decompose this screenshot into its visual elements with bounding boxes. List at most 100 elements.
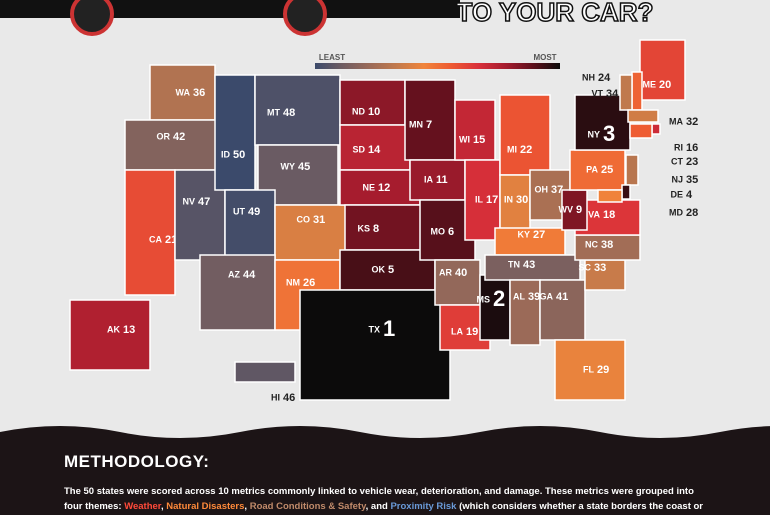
state-abbr: KY	[517, 229, 530, 239]
state-abbr: ID	[221, 149, 231, 159]
state-abbr: CT	[671, 156, 683, 166]
state	[339, 79, 406, 126]
state	[629, 123, 653, 139]
state-rank: 13	[123, 324, 135, 336]
state-rank: 5	[388, 264, 394, 276]
state	[621, 184, 631, 200]
state-abbr: IL	[475, 194, 484, 204]
state	[339, 124, 411, 171]
state-abbr: NC	[585, 239, 598, 249]
state-abbr: AK	[107, 324, 120, 334]
state-abbr: MT	[267, 107, 280, 117]
state-abbr: NV	[182, 196, 195, 206]
state-rank: 24	[598, 72, 611, 84]
state	[149, 64, 216, 121]
state	[561, 189, 588, 231]
state-abbr: IN	[504, 194, 513, 204]
theme: Road Conditions & Safety	[249, 501, 366, 512]
state	[619, 74, 633, 111]
state-abbr: SC	[578, 262, 591, 272]
state-rank: 49	[248, 206, 260, 218]
state-abbr: KS	[357, 223, 370, 233]
state-abbr: OH	[535, 184, 549, 194]
state-rank: 4	[686, 189, 693, 201]
theme: Natural Disasters	[166, 501, 245, 512]
state-rank: 25	[601, 164, 613, 176]
state	[454, 99, 496, 161]
state	[124, 169, 176, 296]
state	[434, 259, 481, 306]
theme: Weather	[124, 501, 161, 512]
state-abbr: MI	[507, 144, 517, 154]
state-abbr: RI	[674, 142, 683, 152]
state-abbr: AZ	[228, 269, 240, 279]
state-rank: 43	[523, 259, 535, 271]
state	[494, 227, 566, 256]
state-abbr: ND	[352, 106, 365, 116]
state-abbr: OR	[157, 131, 171, 141]
state-rank: 32	[686, 116, 698, 128]
state-abbr: MD	[669, 207, 683, 217]
methodology-heading: METHODOLOGY:	[64, 452, 210, 471]
state-abbr: NY	[587, 129, 600, 139]
state-rank: 33	[594, 262, 606, 274]
state-rank: 27	[533, 229, 545, 241]
state-rank: 10	[368, 106, 380, 118]
state-abbr: NH	[582, 72, 595, 82]
state	[625, 154, 639, 186]
state-rank: 39	[528, 291, 540, 303]
state	[631, 71, 643, 111]
state-abbr: NE	[362, 182, 375, 192]
state-rank: 29	[597, 364, 609, 376]
banner-strip	[0, 0, 460, 18]
state-rank: 12	[378, 182, 390, 194]
state-rank: 37	[551, 184, 563, 196]
methodology: METHODOLOGY: The 50 states were scored a…	[0, 440, 770, 515]
state-rank: 45	[298, 161, 310, 173]
state-abbr: WV	[559, 204, 574, 214]
legend-bar	[315, 63, 560, 69]
state	[224, 189, 276, 261]
state-rank: 19	[466, 326, 478, 338]
car-wheel	[70, 0, 114, 36]
state-rank: 44	[243, 269, 256, 281]
state-abbr: FL	[583, 364, 594, 374]
state-abbr: LA	[451, 326, 463, 336]
state	[339, 169, 421, 206]
state	[214, 74, 256, 191]
state-abbr: TN	[508, 259, 520, 269]
state-rank: 20	[659, 79, 671, 91]
state-rank: 36	[193, 87, 205, 99]
state	[124, 119, 221, 171]
state-abbr: TX	[368, 324, 380, 334]
state-rank: 48	[283, 107, 295, 119]
state-rank: 38	[601, 239, 613, 251]
state-abbr: CA	[149, 234, 162, 244]
state	[574, 234, 641, 261]
state-abbr: DE	[670, 189, 683, 199]
state-abbr: VA	[588, 209, 600, 219]
legend-high: MOST	[533, 53, 556, 62]
state	[639, 39, 686, 101]
state	[499, 94, 551, 176]
state	[404, 79, 456, 161]
state-abbr: WY	[281, 161, 296, 171]
car-wheel	[283, 0, 327, 36]
separator: ,	[244, 501, 248, 512]
state	[509, 279, 541, 346]
state-rank: 3	[603, 121, 615, 146]
state-rank: 23	[686, 156, 698, 168]
state-abbr: VT	[591, 88, 603, 98]
outro: (which considers whether a state borders…	[459, 501, 704, 512]
separator: ,	[160, 501, 164, 512]
state-rank: 21	[165, 234, 177, 246]
state-rank: 40	[455, 267, 467, 279]
state-abbr: NJ	[671, 174, 683, 184]
state-abbr: SD	[352, 144, 365, 154]
state	[199, 254, 276, 331]
state-rank: 28	[686, 207, 698, 219]
state	[299, 289, 451, 401]
state-rank: 46	[283, 392, 295, 404]
